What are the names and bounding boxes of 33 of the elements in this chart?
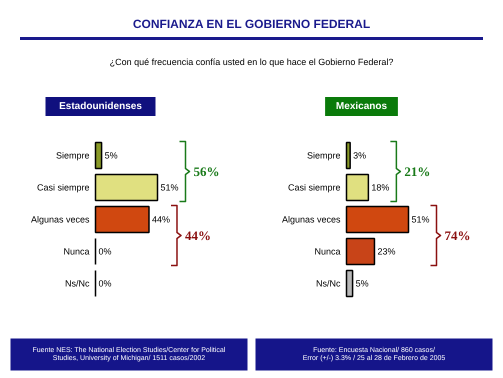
y-tick-label: Siempre xyxy=(56,150,90,160)
y-tick-label: Nunca xyxy=(63,246,90,256)
y-tick-label: Algunas veces xyxy=(282,214,341,224)
chart-title: Mexicanos xyxy=(336,101,388,112)
data-label: 51% xyxy=(160,182,179,192)
text: ¿Con qué frecuencia confía usted en lo que hace el Gobierno Federal? xyxy=(108,56,394,69)
text: 56% xyxy=(194,164,220,179)
data-label: 44% xyxy=(152,214,170,224)
y-tick-label: Casi siempre xyxy=(36,182,90,192)
y-tick-label: Nunca xyxy=(314,246,340,256)
y-tick-label: Siempre xyxy=(306,150,341,160)
data-label: 51% xyxy=(412,214,430,224)
y-tick-label: Algunas veces xyxy=(30,214,90,224)
data-label: 5% xyxy=(104,150,118,160)
data-label: 0% xyxy=(98,246,112,256)
y-tick-label: Ns/Nc xyxy=(65,278,90,288)
data-label: 23% xyxy=(377,246,396,256)
text: 44% xyxy=(184,228,211,243)
bar xyxy=(346,238,376,266)
data-label: 0% xyxy=(98,278,112,288)
bar xyxy=(346,142,351,170)
annotation: 21% xyxy=(404,164,430,179)
bar xyxy=(346,206,410,234)
data-label: 3% xyxy=(353,150,366,160)
data-label: 18% xyxy=(371,182,390,192)
text: 74% xyxy=(444,228,470,243)
data-label: 5% xyxy=(356,278,369,288)
bar xyxy=(346,174,370,202)
text: CONFIANZA EN EL GOBIERNO FEDERAL xyxy=(20,0,483,40)
bar xyxy=(346,270,354,298)
y-tick-label: Ns/Nc xyxy=(316,278,341,288)
chart-title: Estadounidenses xyxy=(59,101,142,112)
y-tick-label: Casi siempre xyxy=(288,182,340,192)
